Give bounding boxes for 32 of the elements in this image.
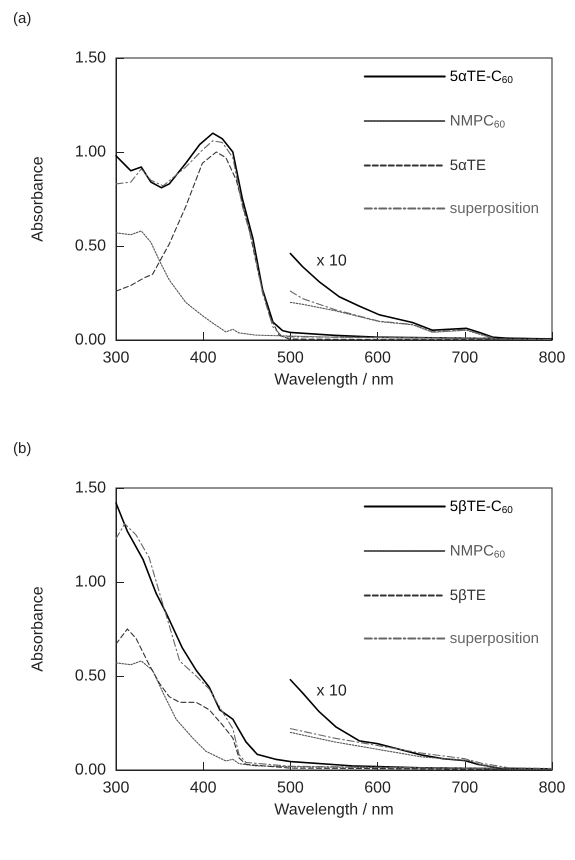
y-tick-label: 1.50 bbox=[74, 50, 106, 66]
chart-title: (b) bbox=[13, 440, 32, 457]
chart-title: (a) bbox=[13, 10, 32, 27]
y-axis-title: Absorbance bbox=[30, 156, 46, 242]
y-tick-label: 0.50 bbox=[74, 668, 106, 684]
text: 5βTE bbox=[450, 587, 486, 604]
x-axis-title: Wavelength / nm bbox=[274, 372, 394, 388]
x-tick-label: 700 bbox=[451, 350, 478, 366]
annotation: x 10 bbox=[316, 682, 347, 700]
text: superposition bbox=[450, 200, 540, 217]
x-axis-title: Wavelength / nm bbox=[274, 802, 394, 818]
y-tick-label: 0.50 bbox=[74, 238, 106, 254]
y-tick-label: 0.00 bbox=[74, 332, 106, 348]
x-tick-label: 400 bbox=[190, 350, 217, 366]
y-axis-title: Absorbance bbox=[30, 586, 46, 672]
x-tick-label: 800 bbox=[538, 350, 566, 366]
x-tick-label: 700 bbox=[451, 780, 478, 796]
y-tick-label: 1.00 bbox=[74, 144, 106, 160]
y-tick-label: 1.50 bbox=[74, 480, 106, 496]
text: superposition bbox=[450, 630, 540, 647]
x-tick-label: 300 bbox=[102, 350, 130, 366]
x-tick-label: 300 bbox=[102, 780, 130, 796]
y-tick-label: 0.00 bbox=[74, 762, 106, 778]
annotation: x 10 bbox=[316, 252, 347, 270]
x-tick-label: 400 bbox=[190, 780, 217, 796]
x-tick-label: 600 bbox=[364, 780, 392, 796]
x-tick-label: 800 bbox=[538, 780, 566, 796]
y-tick-label: 1.00 bbox=[74, 574, 106, 590]
x-tick-label: 500 bbox=[277, 780, 304, 796]
x-tick-label: 600 bbox=[364, 350, 392, 366]
text: 5αTE bbox=[450, 157, 486, 174]
x-tick-label: 500 bbox=[277, 350, 304, 366]
